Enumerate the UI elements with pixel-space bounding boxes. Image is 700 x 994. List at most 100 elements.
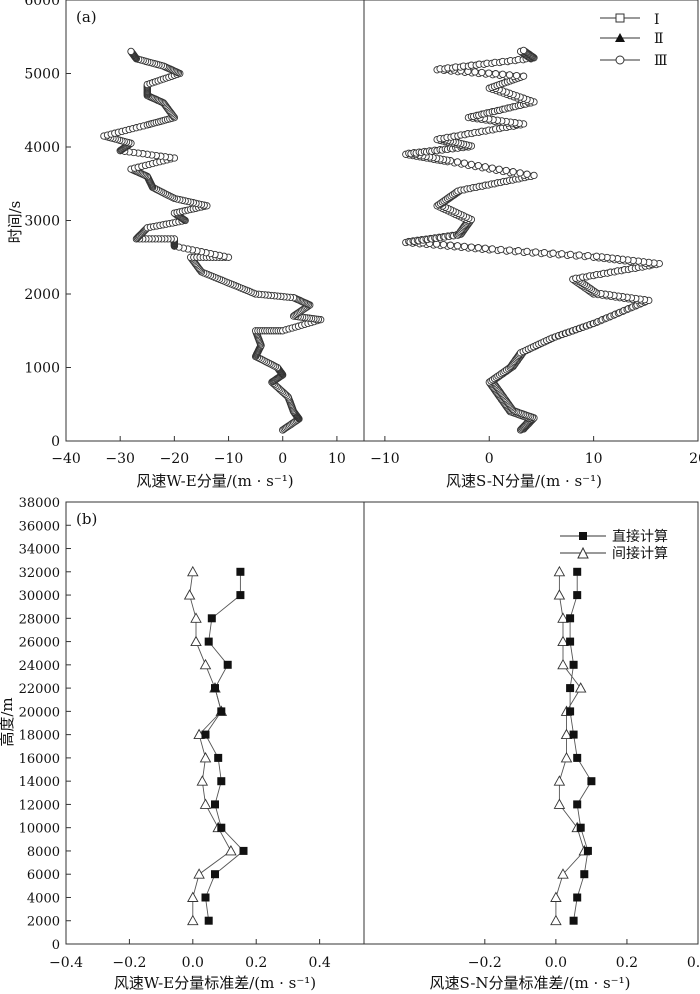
y-tick-label: 4000	[24, 140, 60, 156]
data-point	[566, 684, 575, 693]
data-point	[573, 893, 582, 902]
data-point	[187, 565, 199, 577]
data-point	[214, 753, 223, 762]
data-point	[460, 242, 469, 251]
data-point	[190, 612, 202, 623]
data-point	[523, 170, 531, 178]
data-point	[236, 591, 245, 600]
data-point	[199, 751, 212, 763]
data-point	[569, 730, 578, 739]
y-tick-label: 34000	[19, 543, 60, 558]
data-point	[478, 68, 486, 77]
data-point	[187, 914, 199, 926]
y-tick-label: 6000	[27, 868, 60, 883]
x-tick-label: −20	[160, 451, 190, 467]
data-point	[199, 798, 212, 809]
legend-label-1: Ⅰ	[654, 12, 660, 28]
data-point	[488, 164, 496, 172]
data-point	[217, 707, 226, 716]
y-tick-label: 16000	[19, 752, 60, 767]
data-point	[127, 47, 135, 56]
data-point	[592, 252, 601, 260]
panel-b-ticks: 0 2000 4000 6000 8000 10000 12000 14000 16000 180…	[19, 496, 700, 971]
panel-b-legend: 直接计算 间接计算	[560, 528, 668, 562]
y-tick-label: 2000	[27, 915, 60, 930]
panel-a-ticks: 0 1000 2000 3000 4000 5000 6000 −40 −30 −20 −10 0 10…	[24, 0, 700, 467]
data-point	[573, 591, 582, 600]
x-tick-label: −10	[214, 451, 244, 467]
data-point	[199, 658, 212, 670]
y-tick-label: 38000	[19, 496, 60, 511]
data-point	[492, 70, 500, 78]
data-point	[471, 68, 479, 76]
y-tick-label: 1000	[24, 361, 60, 377]
legend-square-marker	[615, 13, 625, 23]
data-point	[553, 589, 566, 600]
legend-triangle-marker	[615, 33, 625, 42]
data-point	[467, 243, 476, 251]
y-tick-label: 5000	[24, 67, 60, 83]
x-tick-label: −30	[105, 451, 135, 467]
data-point	[523, 247, 531, 256]
panel-a: (a) 时间/s 风速W-E分量/(m · s⁻¹) 风速S-N分量/(m · …	[6, 0, 700, 490]
y-tick-label: 36000	[19, 519, 60, 534]
data-point	[481, 163, 489, 171]
data-point	[474, 161, 482, 170]
series-line	[405, 50, 657, 431]
y-tick-label: 10000	[19, 822, 60, 837]
y-tick-label: 12000	[19, 798, 60, 813]
data-point	[519, 46, 528, 55]
panel-a-label: (a)	[76, 8, 97, 26]
data-point	[460, 159, 469, 167]
data-point	[580, 870, 589, 879]
x-tick-label: −0.2	[468, 955, 502, 971]
y-tick-label: 32000	[19, 566, 60, 581]
data-point	[566, 707, 575, 716]
data-point	[557, 658, 569, 670]
x-tick-label: −40	[51, 451, 81, 467]
data-point	[217, 823, 226, 832]
x-tick-label: −10	[370, 451, 400, 467]
data-point	[583, 846, 592, 855]
data-point	[573, 753, 582, 762]
data-point	[550, 891, 562, 902]
data-point	[204, 637, 213, 646]
x-tick-label: 0	[278, 451, 287, 467]
data-point	[499, 70, 507, 78]
data-point	[553, 565, 566, 577]
data-point	[569, 916, 578, 925]
y-tick-label: 26000	[19, 636, 60, 651]
data-point	[495, 165, 503, 173]
data-point	[512, 71, 521, 80]
data-point	[557, 612, 569, 623]
legend-circle-marker	[615, 55, 625, 65]
series-line	[569, 571, 592, 921]
data-point	[573, 800, 582, 809]
data-point	[453, 158, 462, 166]
panel-b-series	[183, 565, 596, 926]
panel-b-label: (b)	[76, 510, 97, 528]
y-tick-label: 20000	[19, 705, 60, 720]
y-tick-label: 3000	[24, 214, 60, 230]
y-tick-label: 0	[51, 434, 60, 450]
data-point	[223, 660, 232, 669]
data-point	[196, 775, 209, 786]
panel-b-left-xlabel: 风速W-E分量标准差/(m · s⁻¹)	[114, 974, 316, 992]
data-point	[225, 844, 237, 856]
data-point	[587, 777, 596, 786]
series-line	[189, 571, 232, 921]
x-tick-label: 20	[689, 451, 700, 467]
series-line	[555, 571, 585, 921]
data-point	[540, 248, 549, 257]
y-tick-label: 18000	[19, 729, 60, 744]
data-point	[560, 751, 573, 763]
y-tick-label: 6000	[24, 0, 60, 9]
legend-label-2: Ⅱ	[654, 31, 664, 47]
x-tick-label: 0.4	[308, 955, 330, 971]
x-tick-label: 10	[328, 451, 346, 467]
data-point	[558, 250, 566, 258]
data-point	[575, 251, 583, 259]
x-tick-label: 10	[585, 451, 603, 467]
legend-direct-label: 直接计算	[612, 528, 668, 545]
data-point	[532, 248, 540, 256]
